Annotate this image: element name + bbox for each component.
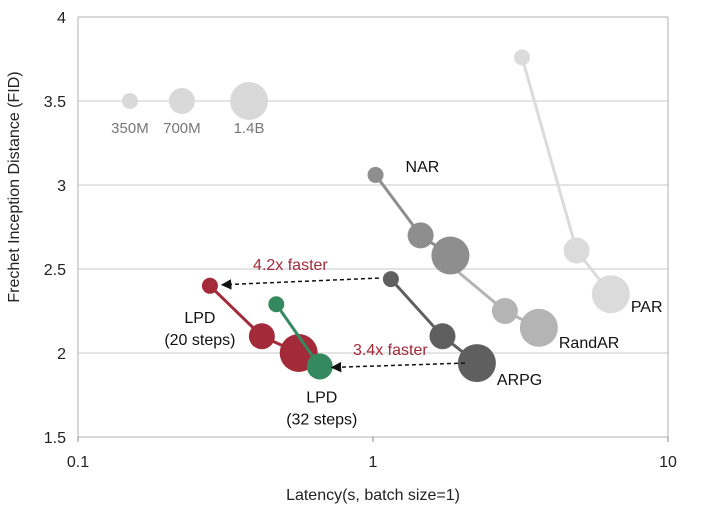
y-tick-label: 2 [57,346,66,363]
size-legend-label: 350M [111,120,149,137]
series-arpg: ARPG [382,271,542,389]
data-point [429,323,456,350]
data-point [591,275,630,314]
axes: 1.5 2 2.5 3 3.5 4 0.1 1 10 [44,10,677,471]
data-point [306,353,333,380]
speedup-label: 3.4x faster [353,342,428,359]
series-label: LPD [306,389,337,406]
data-point [367,166,384,183]
speedup-arrow [330,361,465,373]
annotations: 4.2x faster 3.4x faster [220,257,465,373]
data-point [514,49,531,66]
series-par: PAR [514,49,663,316]
data-point [268,296,285,313]
series-label: RandAR [559,335,619,352]
series-label: NAR [406,159,440,176]
y-tick-label: 1.5 [44,430,66,447]
data-point [491,298,518,324]
data-point [407,222,434,249]
data-point [248,323,275,350]
size-legend-marker [121,93,138,109]
size-legend-label: 700M [163,120,201,137]
data-series: PAR RandAR NAR ARPG LPD (20 steps) LPD (32 step… [164,49,663,428]
series-label: (20 steps) [164,332,235,349]
data-point [431,236,470,275]
x-axis-label: Latency(s, batch size=1) [286,487,460,504]
speedup-arrow [220,277,379,290]
series-lpd20: LPD (20 steps) [164,277,318,372]
x-tick-label: 1 [369,454,378,471]
data-point [457,344,496,383]
series-label: (32 steps) [286,411,357,428]
series-lpd32: LPD (32 steps) [268,296,357,428]
y-tick-label: 4 [57,10,66,27]
data-point [382,271,399,288]
series-line [520,56,613,296]
y-tick-label: 3 [57,178,66,195]
size-legend-marker [230,82,269,120]
series-label: ARPG [497,372,542,389]
x-tick-label: 10 [659,454,677,471]
y-axis-label: Frechet Inception Distance (FID) [6,71,23,302]
size-legend-marker [168,88,195,114]
size-legend: 350M 700M 1.4B [111,82,269,137]
data-point [563,237,590,264]
gridlines [78,16,668,438]
series-label: LPD [184,310,215,327]
series-nar: NAR [367,159,470,275]
data-point [201,277,218,294]
x-tick-label: 0.1 [67,454,89,471]
y-tick-label: 2.5 [44,262,66,279]
speedup-label: 4.2x faster [253,257,328,274]
data-point [519,308,558,347]
y-tick-label: 3.5 [44,94,66,111]
size-legend-label: 1.4B [234,120,265,137]
series-label: PAR [631,299,663,316]
